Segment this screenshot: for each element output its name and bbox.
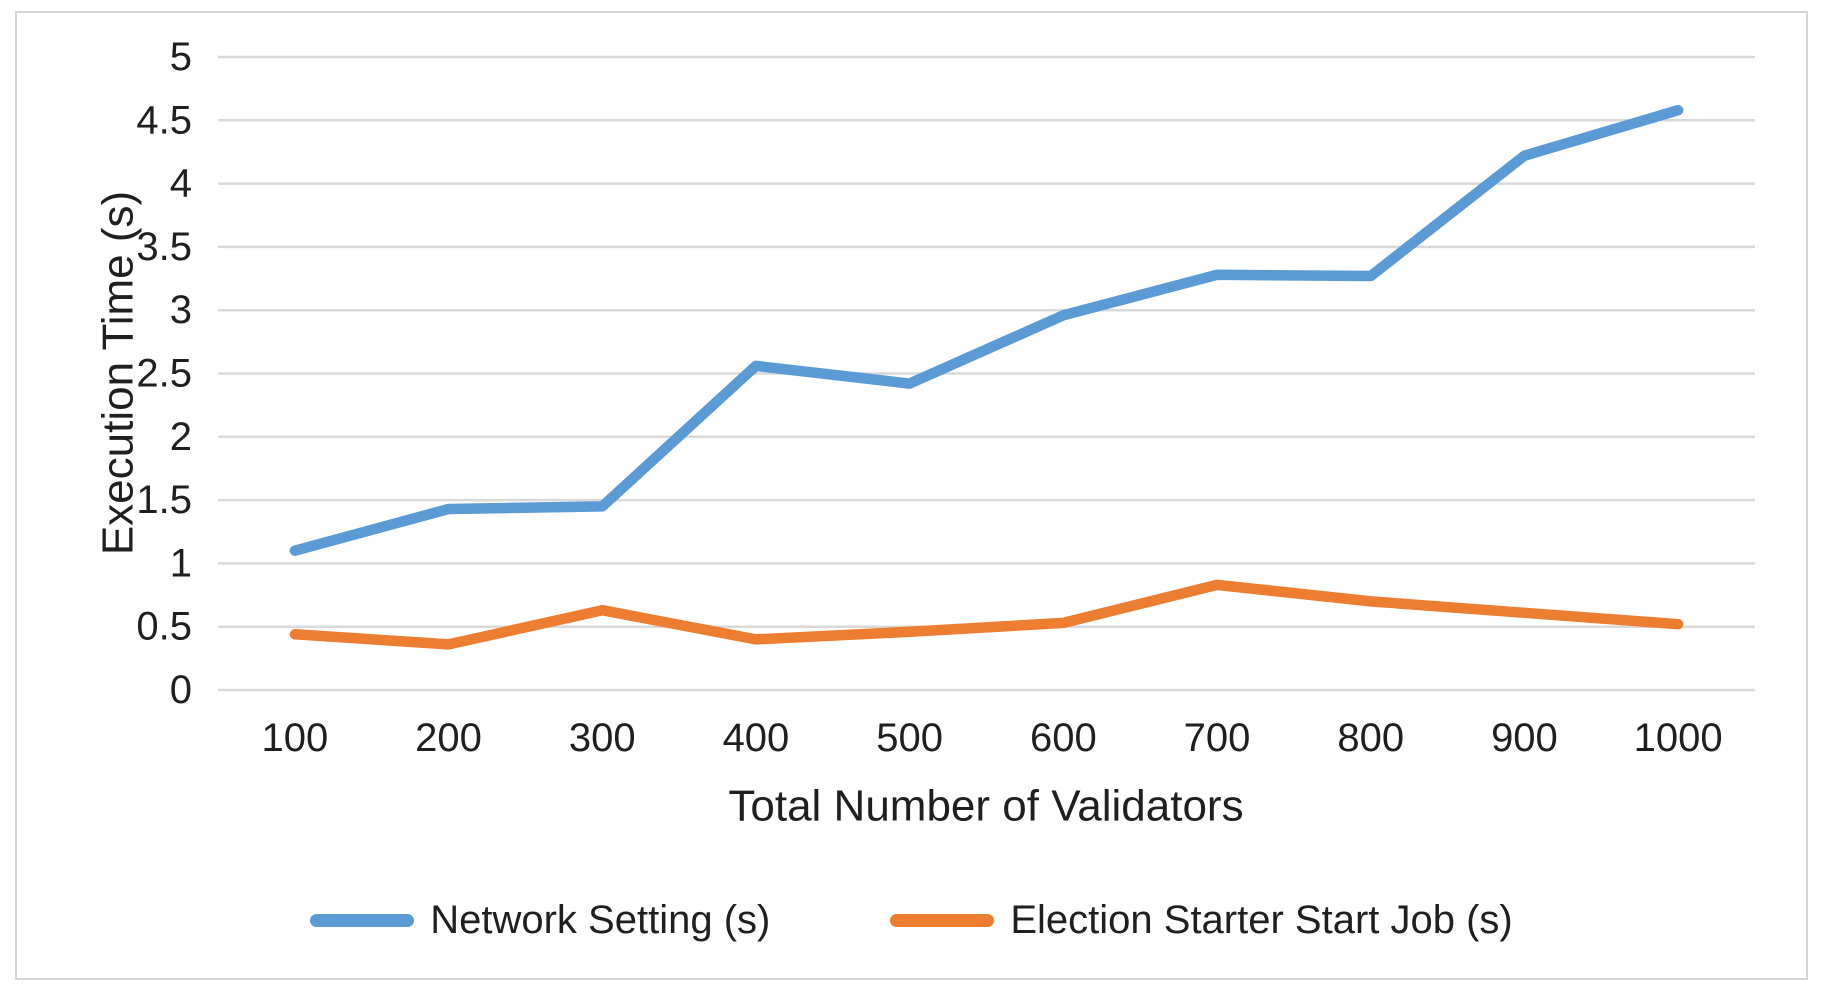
x-tick-label: 700 [1184, 716, 1251, 760]
y-tick-label: 4 [170, 162, 192, 206]
x-tick-label: 500 [876, 716, 943, 760]
x-tick-label: 300 [569, 716, 636, 760]
legend-label-network-setting: Network Setting (s) [430, 897, 771, 942]
y-tick-label: 1 [170, 541, 192, 585]
y-tick-label: 3 [170, 288, 192, 332]
y-tick-label: 2.5 [136, 352, 192, 396]
y-tick-label: 0.5 [136, 605, 192, 649]
series-group [289, 104, 1684, 650]
x-tick-labels-group: 100 200 300 400 500 600 700 800 900 1000 [261, 716, 1722, 760]
y-tick-labels-group: 0 0.5 1 1.5 2 2.5 3 3.5 4 4.5 5 [136, 35, 192, 712]
series-line-network-setting-s [289, 104, 1684, 556]
x-tick-label: 400 [723, 716, 790, 760]
y-tick-label: 5 [170, 35, 192, 79]
y-tick-label: 3.5 [136, 225, 192, 269]
x-tick-label: 1000 [1634, 716, 1723, 760]
y-tick-label: 4.5 [136, 98, 192, 142]
legend: Network Setting (s) Election Starter Sta… [15, 888, 1808, 952]
series-line-election-starter-start-job-s [289, 579, 1684, 650]
y-tick-label: 1.5 [136, 478, 192, 522]
legend-label-election-starter: Election Starter Start Job (s) [1010, 897, 1513, 942]
x-tick-label: 100 [261, 716, 328, 760]
x-tick-label: 900 [1491, 716, 1558, 760]
y-tick-label: 2 [170, 415, 192, 459]
legend-swatch-election-starter [890, 913, 995, 927]
x-tick-label: 200 [415, 716, 482, 760]
legend-item-election-starter: Election Starter Start Job (s) [890, 897, 1513, 943]
legend-item-network-setting: Network Setting (s) [310, 898, 770, 943]
y-tick-label: 0 [170, 668, 192, 712]
x-tick-label: 600 [1030, 716, 1097, 760]
x-axis-title: Total Number of Validators [728, 782, 1243, 831]
x-tick-label: 800 [1337, 716, 1404, 760]
gridlines-group [218, 55, 1755, 692]
legend-swatch-network-setting [310, 913, 415, 927]
y-axis-title: Execution Time (s) [94, 191, 143, 555]
